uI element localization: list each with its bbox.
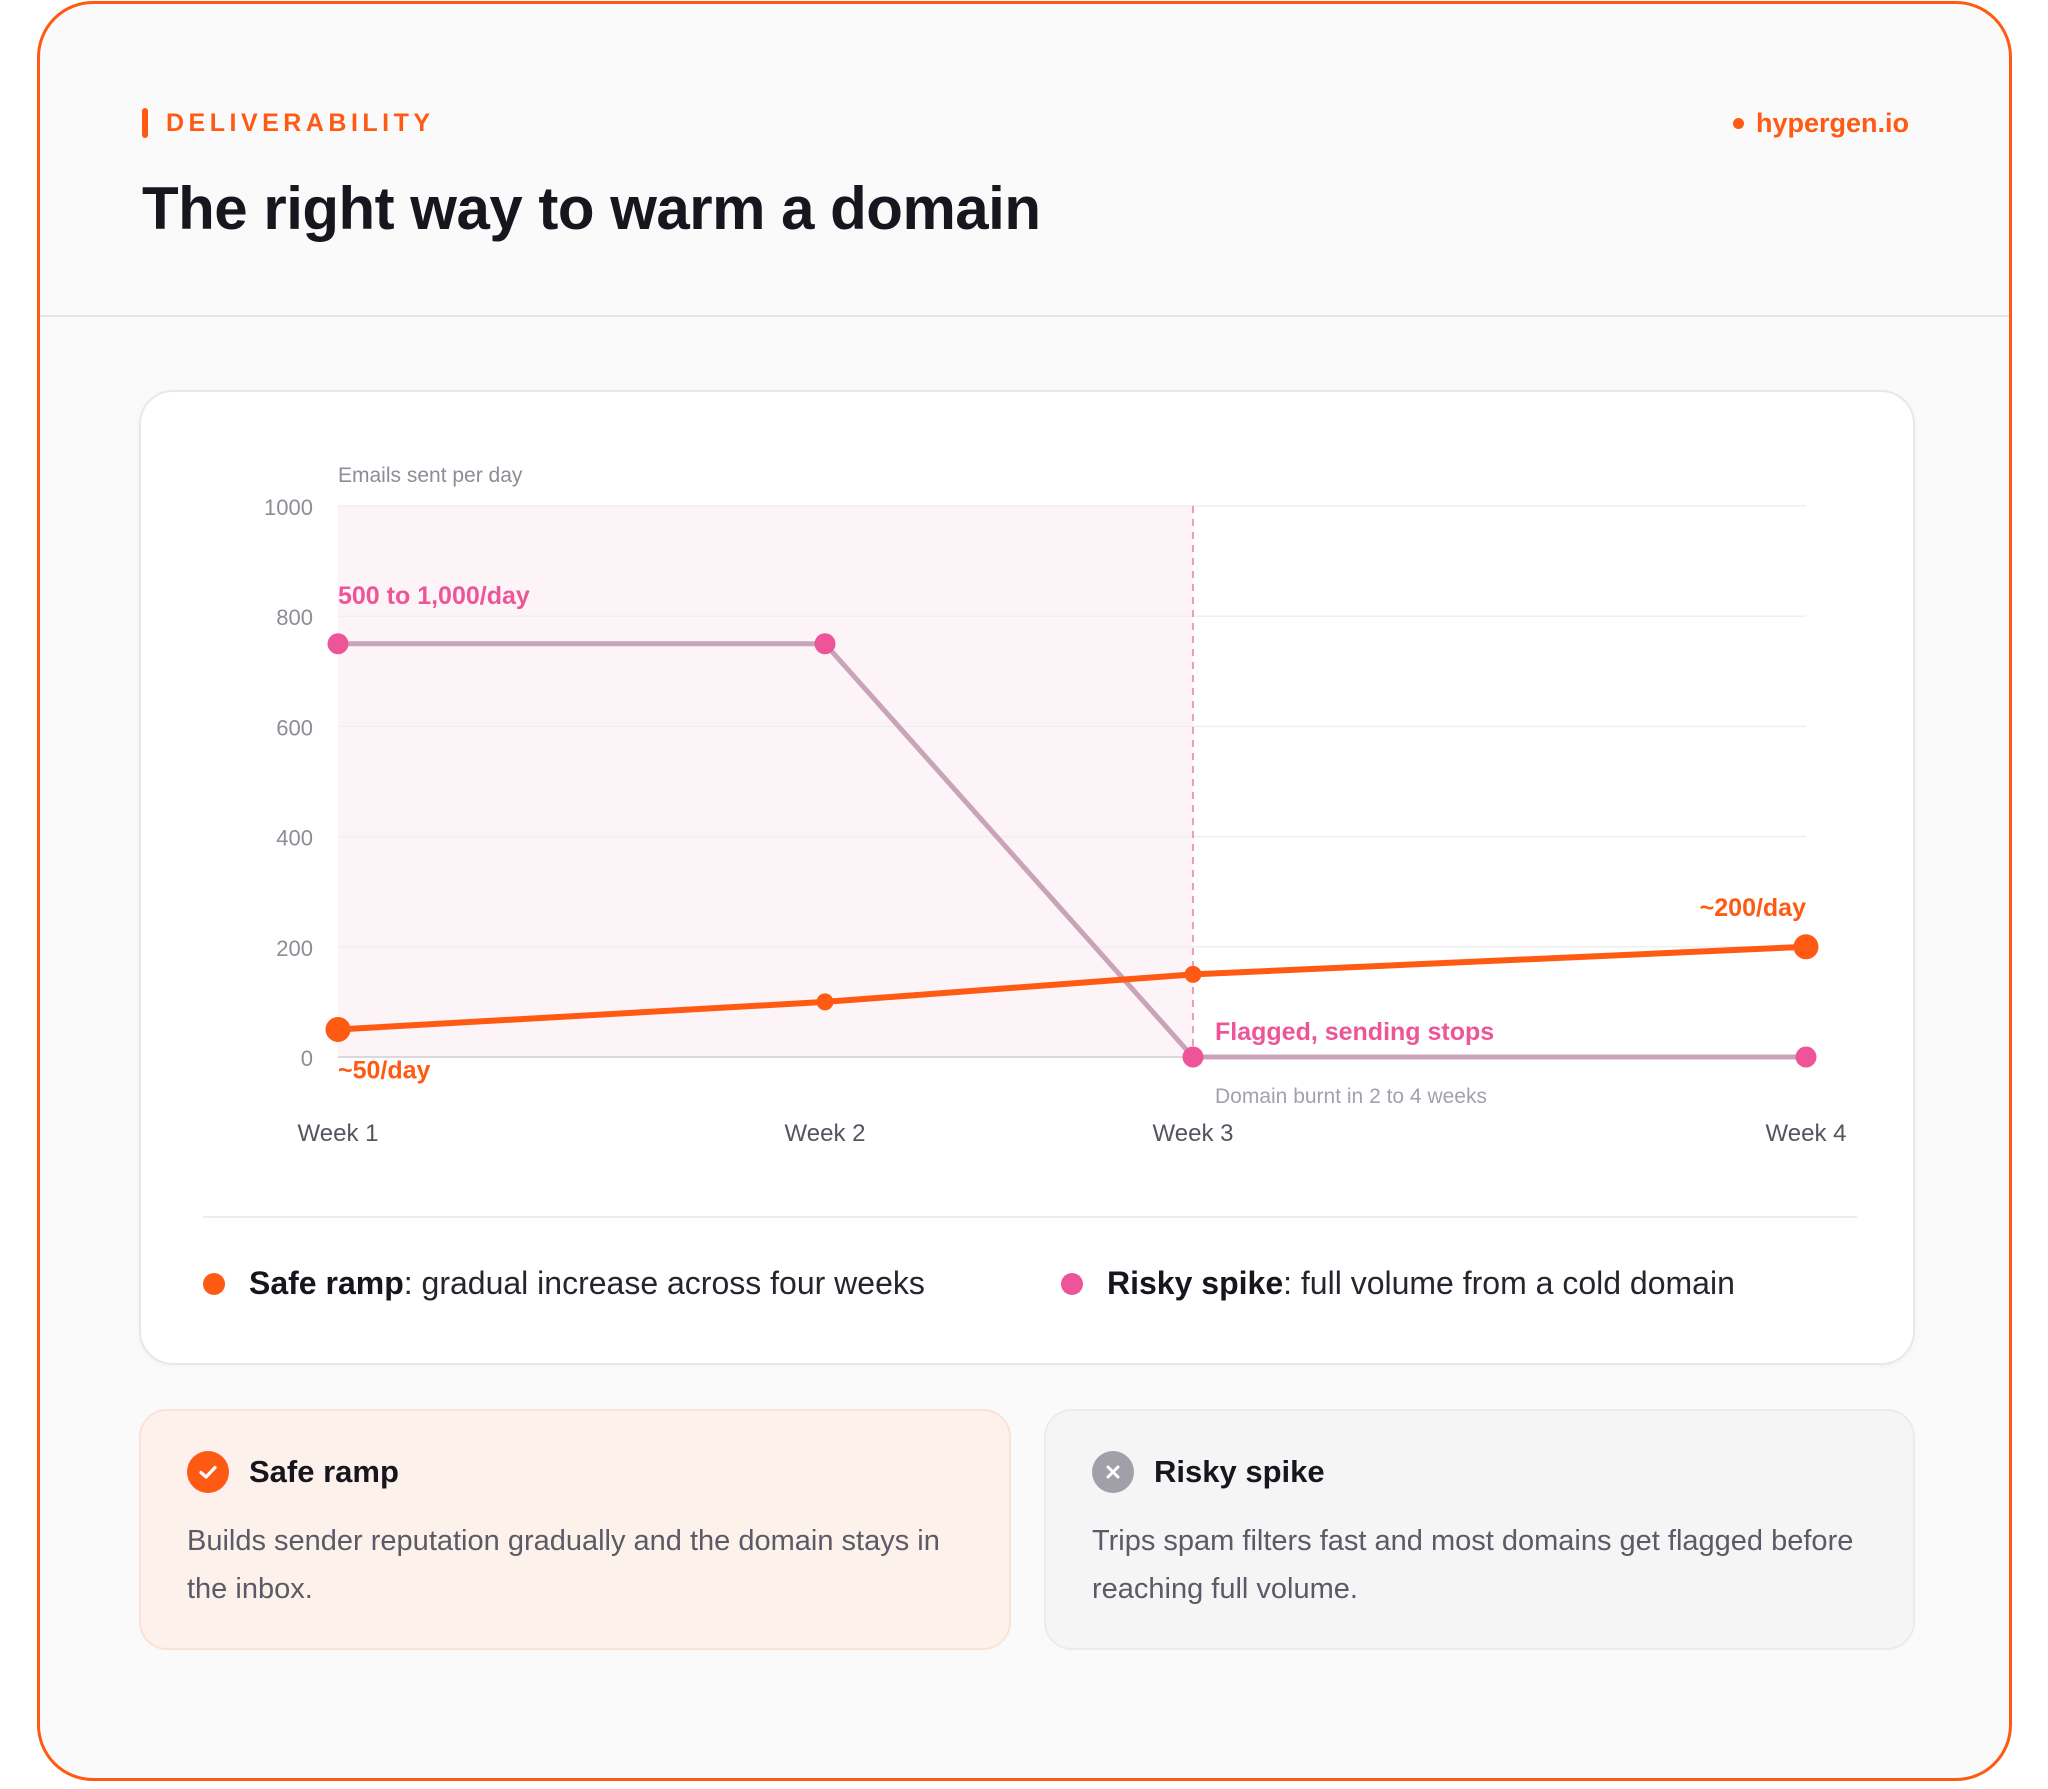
risky-spike-point-week-2: [814, 633, 836, 655]
risky-spike-card-title: Risky spike: [1154, 1454, 1325, 1489]
brand: hypergen.io: [1732, 107, 1909, 139]
annotation-domain-burnt: Domain burnt in 2 to 4 weeks: [1215, 1085, 1487, 1108]
eyebrow: DELIVERABILITY: [142, 107, 435, 139]
eyebrow-label: DELIVERABILITY: [166, 108, 435, 137]
infographic-frame: DELIVERABILITY hypergen.io The right way…: [37, 1, 2012, 1781]
y-tick-label-600: 600: [276, 715, 313, 740]
risky-spike-card: Risky spike Trips spam filters fast and …: [1044, 1409, 1915, 1650]
y-tick-label-0: 0: [301, 1046, 313, 1071]
x-tick-label-week-4: Week 4: [1766, 1120, 1847, 1147]
y-tick-label-1000: 1000: [264, 495, 313, 520]
line-chart: 0 200 400 600 800 1000 Emails sent per day Week…: [203, 464, 1857, 1218]
annotation-safe-start: ~50/day: [338, 1056, 431, 1084]
annotation-safe-end: ~200/day: [1700, 894, 1806, 922]
risky-spike-point-week-1: [327, 633, 349, 655]
safe-ramp-card-body: Builds sender reputation gradually and t…: [187, 1525, 940, 1605]
safe-ramp-point-week-1: [325, 1016, 351, 1042]
x-tick-label-week-3: Week 3: [1153, 1120, 1234, 1147]
safe-ramp-card-header: Safe ramp: [187, 1451, 399, 1493]
safe-ramp-point-week-4: [1793, 934, 1819, 960]
page-title: The right way to warm a domain: [142, 175, 1041, 242]
y-tick-label-400: 400: [276, 826, 313, 851]
x-icon: [1092, 1451, 1134, 1493]
safe-ramp-line: [337, 943, 1807, 1033]
y-axis-title: Emails sent per day: [338, 464, 523, 487]
check-icon: [187, 1451, 229, 1493]
safe-ramp-point-week-3: [1184, 965, 1202, 983]
header: DELIVERABILITY hypergen.io The right way…: [40, 4, 2009, 317]
eyebrow-accent-bar: [142, 108, 148, 138]
brand-dot-icon: [1732, 117, 1744, 129]
safe-ramp-point-week-2: [816, 993, 834, 1011]
chart-card: 0 200 400 600 800 1000 Emails sent per day Week…: [139, 390, 1915, 1365]
x-tick-label-week-2: Week 2: [785, 1120, 866, 1147]
annotation-risky-start: 500 to 1,000/day: [338, 582, 530, 610]
risky-spike-line: [338, 641, 1806, 1060]
danger-zone-shade: [338, 506, 1193, 1057]
risky-spike-card-header: Risky spike: [1092, 1451, 1325, 1493]
risky-spike-card-body: Trips spam filters fast and most domains…: [1092, 1525, 1854, 1605]
x-tick-label-week-1: Week 1: [298, 1120, 379, 1147]
y-tick-label-800: 800: [276, 605, 313, 630]
safe-ramp-card-title: Safe ramp: [249, 1454, 399, 1489]
y-tick-label-200: 200: [276, 936, 313, 961]
brand-name: hypergen.io: [1755, 107, 1909, 138]
header-divider: [40, 315, 2009, 317]
risky-spike-point-week-4: [1795, 1046, 1817, 1068]
safe-ramp-card: Safe ramp Builds sender reputation gradu…: [139, 1409, 1011, 1650]
risky-spike-point-week-3: [1182, 1046, 1204, 1068]
annotation-flagged: Flagged, sending stops: [1215, 1018, 1494, 1046]
